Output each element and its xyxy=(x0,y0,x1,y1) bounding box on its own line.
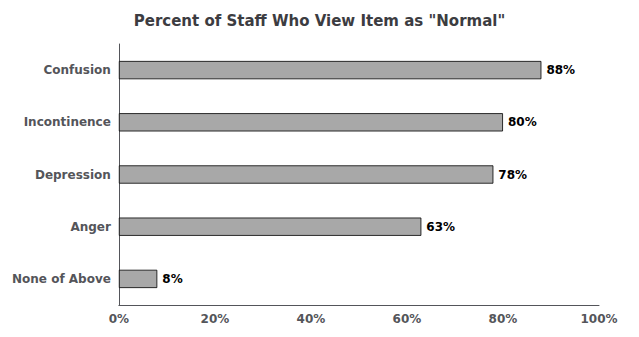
svg-text:Anger: Anger xyxy=(70,220,111,234)
svg-text:78%: 78% xyxy=(498,168,527,182)
svg-text:60%: 60% xyxy=(393,312,422,326)
svg-text:Confusion: Confusion xyxy=(43,63,110,77)
svg-text:Depression: Depression xyxy=(35,168,111,182)
svg-text:63%: 63% xyxy=(426,220,455,234)
svg-text:80%: 80% xyxy=(489,312,518,326)
svg-text:8%: 8% xyxy=(162,272,182,286)
svg-text:20%: 20% xyxy=(201,312,230,326)
svg-text:Percent of Staff Who View Item: Percent of Staff Who View Item as "Norma… xyxy=(134,12,506,30)
svg-text:40%: 40% xyxy=(297,312,326,326)
svg-text:None of Above: None of Above xyxy=(12,272,111,286)
svg-text:88%: 88% xyxy=(546,63,575,77)
svg-text:Incontinence: Incontinence xyxy=(24,115,111,129)
svg-text:100%: 100% xyxy=(580,312,617,326)
svg-text:0%: 0% xyxy=(109,312,129,326)
svg-text:80%: 80% xyxy=(508,115,537,129)
